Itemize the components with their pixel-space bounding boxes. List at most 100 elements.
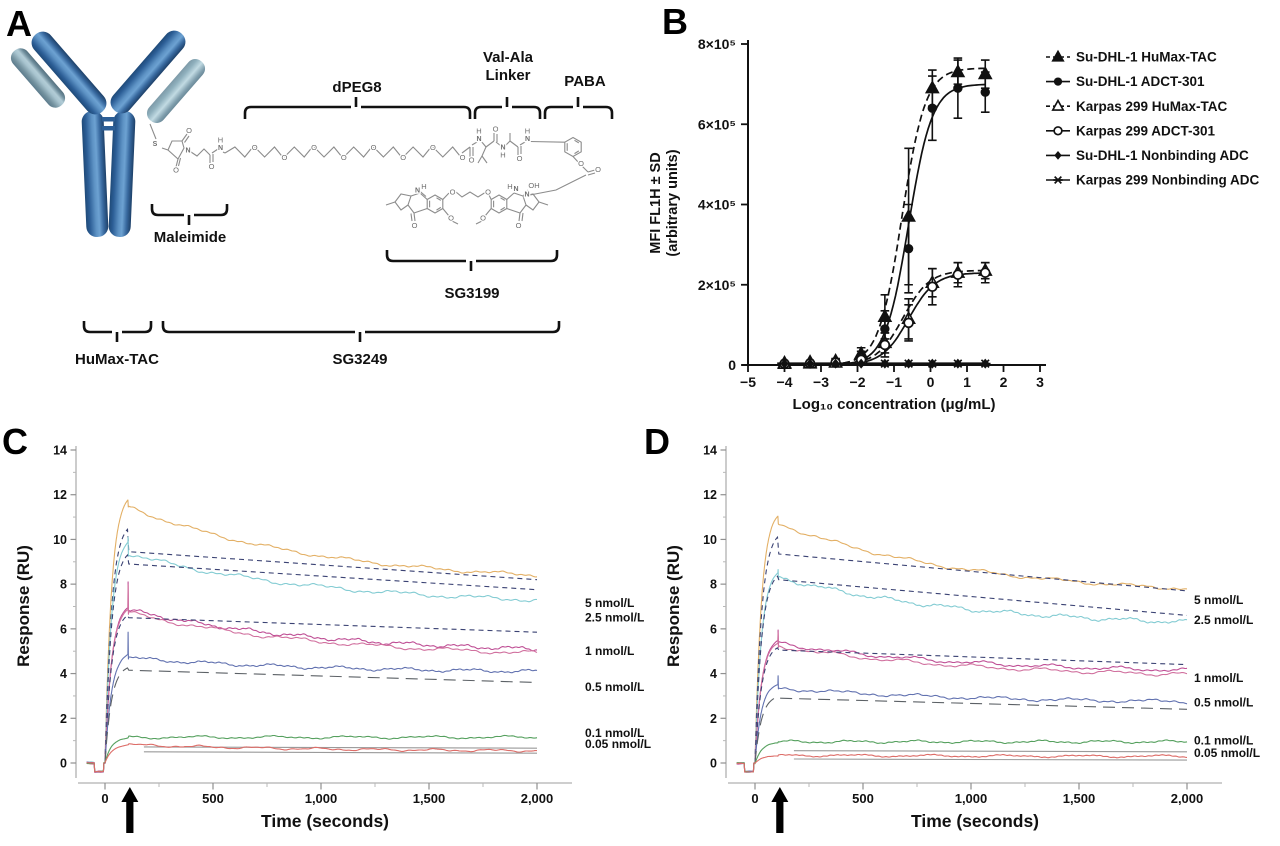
bracket-maleimide (150, 204, 229, 225)
point-Su-DHL-1 Nonbinding ADC (805, 358, 815, 369)
trace-0.1 nmol/L (86, 734, 538, 773)
y-tick-label: 2 (60, 712, 67, 726)
x-tick-label: 3 (1036, 374, 1044, 390)
svg-text:O: O (516, 221, 522, 230)
antibody-heavy-arm-right (110, 30, 186, 114)
bracket-val-ala (473, 97, 542, 119)
svg-text:O: O (450, 188, 456, 197)
bracket-sg3249 (161, 321, 561, 342)
concentration-label: 5 nmol/L (1194, 593, 1243, 607)
x-tick-label: 1,000 (955, 791, 988, 806)
trace-1 nmol/L (86, 581, 537, 773)
label-sg3199: SG3199 (444, 285, 499, 302)
concentration-label: 0.05 nmol/L (585, 737, 651, 751)
svg-text:N: N (524, 192, 529, 199)
peg-oxygen: O (460, 153, 466, 162)
panel-b-ylabel-1: MFI FL1H ± SD (648, 152, 664, 253)
legend-label: Karpas 299 ADCT-301 (1076, 123, 1216, 138)
x-tick-label: 2 (1000, 374, 1008, 390)
svg-text:N: N (476, 136, 481, 143)
antibody-light-chain-right (146, 59, 206, 123)
point-Karpas 299 ADCT-301 (879, 339, 891, 351)
fit-5 nmol/L (104, 528, 538, 764)
fit-1 nmol/L (104, 614, 538, 764)
point-Su-DHL-1 Nonbinding ADC (831, 358, 840, 369)
antibody-heavy-arm-left (31, 31, 107, 115)
legend-marker-circle-filled (1053, 77, 1063, 86)
x-tick-label: 1,000 (305, 791, 338, 806)
svg-text:H: H (218, 136, 223, 145)
x-tick-label: 2,000 (1171, 791, 1204, 806)
svg-text:O: O (186, 126, 192, 135)
panel-c-letter: C (2, 421, 28, 462)
fit-0.5 nmol/L (754, 696, 1188, 764)
panel-b-axes: −5 −4 −3 −2 −1 0 1 2 3 0 2×10⁵ 4×10⁵ 6×10⁵ 8×10⁵ Log₁₀… (648, 36, 1046, 413)
label-paba: PABA (564, 73, 606, 90)
svg-text:O: O (485, 188, 491, 197)
panel-d-ylabel: Response (RU) (664, 545, 683, 667)
injection-arrow (771, 787, 789, 833)
concentration-label: 0.5 nmol/L (1194, 696, 1253, 710)
y-tick-label: 2×10⁵ (698, 277, 736, 293)
y-tick-label: 10 (703, 533, 717, 547)
peg-oxygen: O (252, 143, 258, 152)
antibody-light-chain-left (10, 48, 66, 108)
svg-text:O: O (448, 214, 454, 223)
legend-marker-tri-filled (1051, 49, 1065, 62)
svg-text:O: O (173, 166, 179, 175)
injection-arrow (121, 787, 139, 833)
x-tick-label: 1,500 (1063, 791, 1096, 806)
label-val-ala-2: Linker (485, 67, 530, 84)
point-Su-DHL-1 ADCT-301 (903, 243, 914, 254)
fit-5 nmol/L (754, 535, 1188, 764)
svg-text:O: O (469, 156, 475, 165)
peg-oxygen: O (371, 143, 377, 152)
panel-d-series: 5 nmol/L 2.5 nmol/L 1 nmol/L 0.5 nmol/L 0.1 … (736, 515, 1260, 774)
point-Su-DHL-1 ADCT-301 (927, 103, 938, 113)
point-Karpas 299 ADCT-301 (903, 317, 914, 329)
point-Su-DHL-1 ADCT-301 (953, 83, 963, 93)
panel-d-chart: 0 500 1,000 1,500 2,000 0 2 4 6 8 10 12 14 Response (… (664, 444, 1260, 833)
trace-1 nmol/L (736, 629, 1188, 773)
legend-label: Su-DHL-1 HuMax-TAC (1076, 50, 1217, 65)
x-tick-label: 1,500 (413, 791, 446, 806)
trace-0.5 nmol/L (86, 631, 538, 773)
point-Karpas 299 ADCT-301 (952, 269, 964, 280)
legend-marker-tri-open (1051, 98, 1065, 111)
y-tick-label: 12 (53, 488, 67, 502)
fit-0.1 nmol/L (143, 746, 538, 749)
label-sg3249: SG3249 (332, 351, 387, 368)
concentration-label: 0.05 nmol/L (1194, 746, 1260, 760)
y-tick-label: 6 (710, 622, 717, 636)
fit-1 nmol/L (754, 647, 1188, 764)
y-tick-label: 14 (703, 444, 717, 458)
svg-text:N: N (185, 148, 190, 155)
peg-oxygen: O (311, 143, 317, 152)
concentration-label: 5 nmol/L (585, 596, 634, 610)
point-Karpas 299 Nonbinding ADC (879, 359, 891, 368)
x-tick-label: −1 (886, 374, 902, 390)
x-tick-label: −3 (813, 374, 829, 390)
label-dpeg8: dPEG8 (332, 79, 381, 96)
legend-label: Su-DHL-1 ADCT-301 (1076, 74, 1205, 89)
point-Karpas 299 ADCT-301 (927, 281, 938, 293)
concentration-label: 1 nmol/L (585, 644, 634, 658)
panel-b-xlabel: Log₁₀ concentration (μg/mL) (793, 396, 996, 413)
panel-b-ylabel-2: (arbitrary units) (665, 149, 681, 256)
antibody-hinge-bond (102, 126, 115, 131)
panel-d-xlabel: Time (seconds) (911, 811, 1039, 831)
panel-c-chart: 0 500 1,000 1,500 2,000 0 2 4 6 8 10 12 14 Response (… (14, 444, 651, 833)
svg-text:N: N (500, 145, 505, 152)
x-tick-label: 500 (202, 791, 224, 806)
label-maleimide: Maleimide (154, 229, 227, 246)
svg-text:H: H (507, 182, 512, 191)
y-tick-label: 8×10⁵ (698, 36, 736, 52)
legend-marker-diamond-filled (1054, 151, 1062, 160)
y-tick-label: 0 (710, 757, 717, 771)
legend-label: Karpas 299 HuMax-TAC (1076, 99, 1228, 114)
panel-c-axes: 0 500 1,000 1,500 2,000 0 2 4 6 8 10 12 14 Response (… (14, 444, 572, 833)
y-tick-label: 8 (60, 578, 67, 592)
